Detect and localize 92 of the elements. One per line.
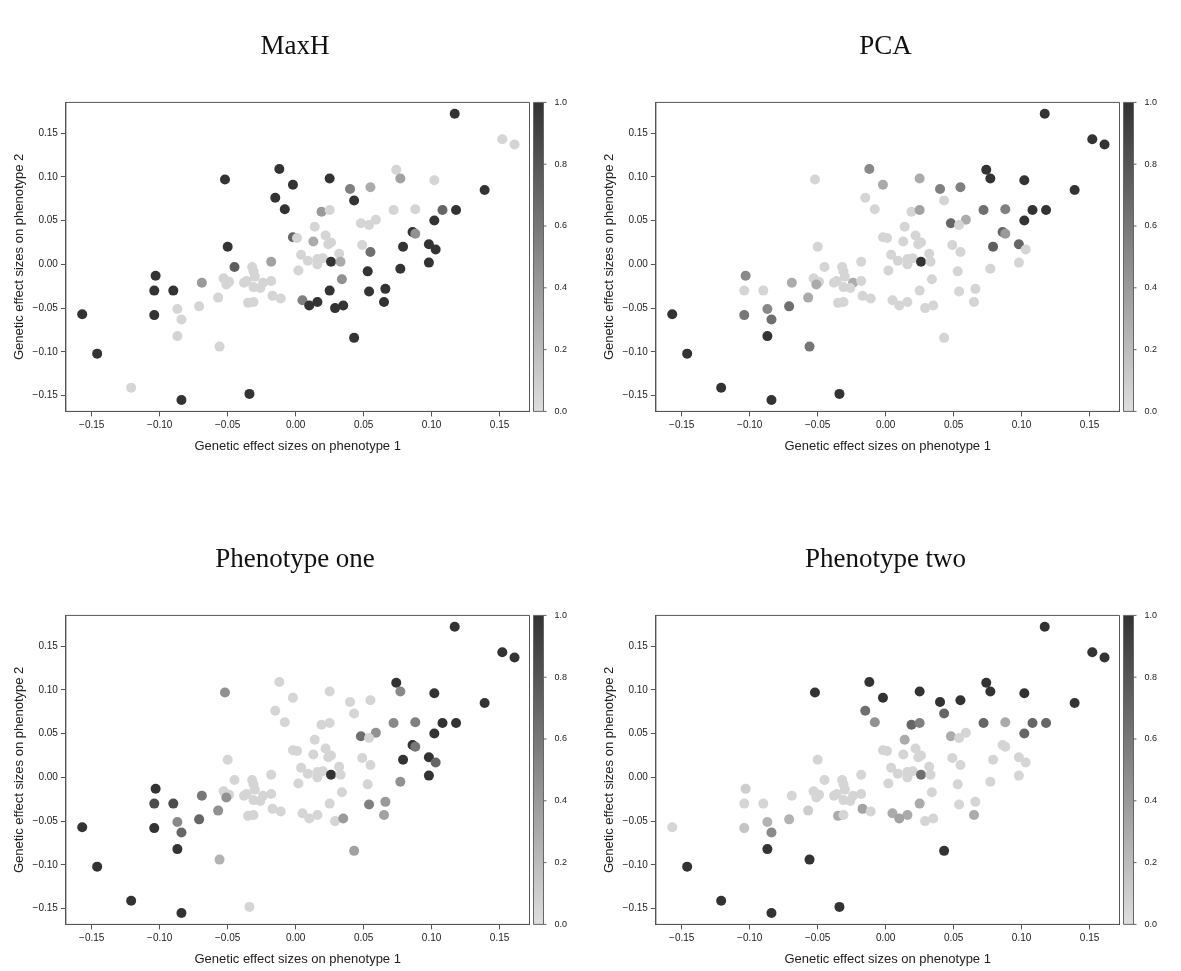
x-tick-label: 0.00 xyxy=(285,932,306,944)
y-tick-label: 0.05 xyxy=(38,214,59,226)
y-tick-label: 0.05 xyxy=(38,727,59,739)
color-bar-label: 0.4 xyxy=(1144,795,1157,806)
y-tick-label: −0.05 xyxy=(622,301,649,313)
color-bar-label: 0.4 xyxy=(554,795,567,806)
x-tick-label: −0.15 xyxy=(669,419,695,431)
x-tick-label: −0.15 xyxy=(79,932,105,944)
x-tick-label: −0.10 xyxy=(147,419,173,431)
y-tick-label: −0.10 xyxy=(32,858,59,870)
x-tick-label: 0.10 xyxy=(1011,932,1032,944)
y-tick-label: 0.15 xyxy=(38,639,59,651)
x-axis-title: Genetic effect sizes on phenotype 1 xyxy=(194,950,401,966)
color-bar-label: 0.4 xyxy=(1144,282,1157,293)
x-tick-label: 0.15 xyxy=(489,932,510,944)
y-axis-title: Genetic effect sizes on phenotype 2 xyxy=(11,153,27,361)
color-bar-label: 0.8 xyxy=(1144,671,1157,682)
y-tick-label: 0.10 xyxy=(38,683,59,695)
y-tick-label: −0.10 xyxy=(622,345,649,357)
color-bar-label: 0.2 xyxy=(554,344,567,355)
x-tick-label: 0.15 xyxy=(1079,932,1100,944)
color-bar-label: 1.0 xyxy=(554,609,567,620)
color-bar-label: 0.0 xyxy=(1144,918,1157,929)
y-tick-label: 0.05 xyxy=(628,727,649,739)
x-tick-label: −0.15 xyxy=(669,932,695,944)
color-bar-label: 0.2 xyxy=(554,857,567,868)
x-tick-label: 0.10 xyxy=(1011,419,1032,431)
x-tick-label: 0.05 xyxy=(353,932,374,944)
color-bar-label: 0.4 xyxy=(554,282,567,293)
x-tick-label: 0.00 xyxy=(285,419,306,431)
y-tick-label: −0.05 xyxy=(32,301,59,313)
x-tick-label: −0.05 xyxy=(805,419,831,431)
x-tick-label: −0.10 xyxy=(737,932,763,944)
x-tick-label: 0.05 xyxy=(943,419,964,431)
y-tick-label: −0.15 xyxy=(622,902,649,914)
x-axis-title: Genetic effect sizes on phenotype 1 xyxy=(784,437,991,453)
x-tick-label: −0.10 xyxy=(147,932,173,944)
y-tick-label: −0.15 xyxy=(32,902,59,914)
color-bar-label: 0.2 xyxy=(1144,857,1157,868)
y-tick-label: 0.10 xyxy=(628,683,649,695)
chart-title: PCA xyxy=(858,29,913,62)
y-tick-label: 0.15 xyxy=(628,639,649,651)
color-bar-label: 0.6 xyxy=(554,733,567,744)
y-tick-label: −0.05 xyxy=(622,814,649,826)
x-tick-label: 0.10 xyxy=(421,419,442,431)
x-tick-label: 0.10 xyxy=(421,932,442,944)
color-bar-label: 0.0 xyxy=(554,405,567,416)
y-tick-label: −0.15 xyxy=(32,389,59,401)
y-tick-label: −0.05 xyxy=(32,814,59,826)
y-axis-title: Genetic effect sizes on phenotype 2 xyxy=(11,666,27,874)
y-axis-title: Genetic effect sizes on phenotype 2 xyxy=(601,153,617,361)
x-tick-label: 0.05 xyxy=(353,419,374,431)
x-tick-label: 0.15 xyxy=(489,419,510,431)
y-tick-label: 0.00 xyxy=(38,771,59,783)
chart-title: MaxH xyxy=(259,29,331,62)
x-tick-label: 0.00 xyxy=(875,932,896,944)
y-tick-label: 0.10 xyxy=(628,170,649,182)
y-tick-label: 0.15 xyxy=(628,126,649,138)
x-axis-title: Genetic effect sizes on phenotype 1 xyxy=(194,437,401,453)
y-tick-label: 0.00 xyxy=(628,771,649,783)
color-bar-label: 0.0 xyxy=(554,918,567,929)
color-bar-label: 0.6 xyxy=(1144,733,1157,744)
y-tick-label: −0.10 xyxy=(32,345,59,357)
x-tick-label: 0.05 xyxy=(943,932,964,944)
y-tick-label: 0.00 xyxy=(628,258,649,270)
y-tick-label: 0.05 xyxy=(628,214,649,226)
color-bar-label: 0.8 xyxy=(1144,158,1157,169)
y-tick-label: 0.10 xyxy=(38,170,59,182)
y-tick-label: −0.10 xyxy=(622,858,649,870)
x-tick-label: −0.05 xyxy=(215,419,241,431)
color-bar-label: 0.8 xyxy=(554,158,567,169)
chart-title: Phenotype one xyxy=(214,542,376,575)
chart-title: Phenotype two xyxy=(803,542,968,575)
color-bar-label: 1.0 xyxy=(554,96,567,107)
x-tick-label: 0.00 xyxy=(875,419,896,431)
color-bar-label: 1.0 xyxy=(1144,609,1157,620)
color-bar-label: 0.6 xyxy=(1144,220,1157,231)
color-bar-label: 0.6 xyxy=(554,220,567,231)
y-tick-label: 0.00 xyxy=(38,258,59,270)
color-bar-label: 1.0 xyxy=(1144,96,1157,107)
y-axis-title: Genetic effect sizes on phenotype 2 xyxy=(601,666,617,874)
y-tick-label: −0.15 xyxy=(622,389,649,401)
x-tick-label: −0.05 xyxy=(215,932,241,944)
x-tick-label: −0.05 xyxy=(805,932,831,944)
color-bar-label: 0.2 xyxy=(1144,344,1157,355)
x-tick-label: −0.10 xyxy=(737,419,763,431)
x-axis-title: Genetic effect sizes on phenotype 1 xyxy=(784,950,991,966)
x-tick-label: −0.15 xyxy=(79,419,105,431)
color-bar-label: 0.8 xyxy=(554,671,567,682)
color-bar-label: 0.0 xyxy=(1144,405,1157,416)
x-tick-label: 0.15 xyxy=(1079,419,1100,431)
y-tick-label: 0.15 xyxy=(38,126,59,138)
